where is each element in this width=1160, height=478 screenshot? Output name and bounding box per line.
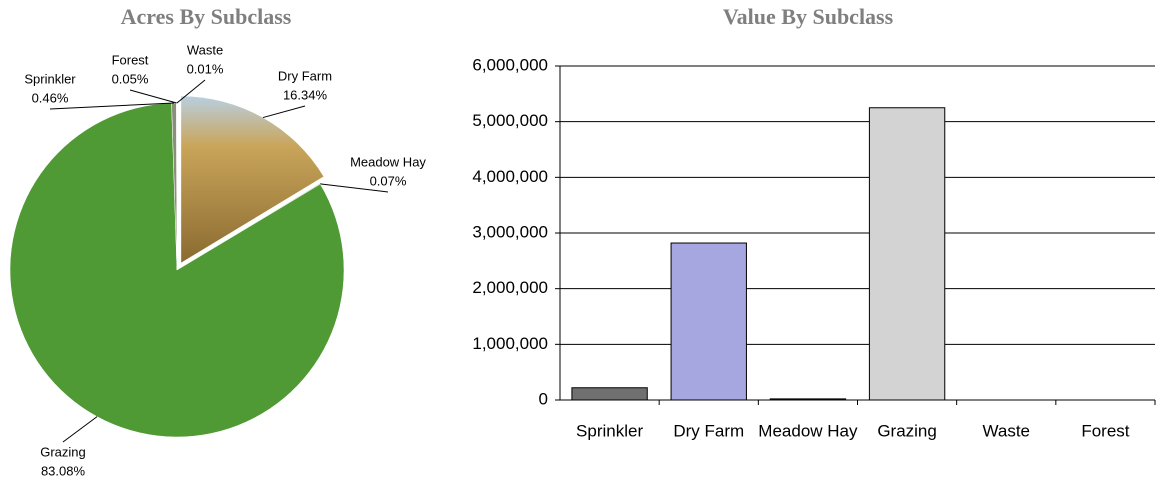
bar xyxy=(670,242,747,401)
slice-value-label: 83.08% xyxy=(41,463,86,478)
slice-label: Dry Farm xyxy=(278,68,332,83)
slice-label: Meadow Hay xyxy=(350,154,426,169)
y-tick-label: 4,000,000 xyxy=(472,167,548,186)
leader-line xyxy=(129,89,177,104)
slice-value-label: 0.05% xyxy=(112,71,149,86)
slice-label: Waste xyxy=(187,42,223,57)
slice-value-label: 0.01% xyxy=(187,61,224,76)
leader-line xyxy=(262,105,306,119)
slice-label: Sprinkler xyxy=(24,71,76,86)
bar xyxy=(571,387,648,401)
slice-value-label: 0.46% xyxy=(32,90,69,105)
y-tick-label: 5,000,000 xyxy=(472,111,548,130)
leader-line xyxy=(62,416,98,443)
x-tick-label: Waste xyxy=(982,421,1030,440)
leader-line xyxy=(49,102,174,110)
leader-line xyxy=(176,79,206,104)
pie-title: Acres By Subclass xyxy=(121,4,292,29)
bar xyxy=(868,107,946,401)
slice-label: Forest xyxy=(112,52,149,67)
x-tick-label: Forest xyxy=(1081,421,1129,440)
x-tick-label: Sprinkler xyxy=(576,421,643,440)
y-tick-label: 0 xyxy=(539,389,548,408)
x-tick-label: Grazing xyxy=(877,421,937,440)
slice-value-label: 16.34% xyxy=(283,87,328,102)
y-tick-label: 3,000,000 xyxy=(472,222,548,241)
pie-slice xyxy=(9,102,345,438)
slice-label: Grazing xyxy=(40,444,86,459)
y-tick-label: 6,000,000 xyxy=(472,55,548,74)
bar-title: Value By Subclass xyxy=(723,4,894,29)
slice-value-label: 0.07% xyxy=(370,173,407,188)
leader-line xyxy=(320,183,389,193)
x-tick-label: Dry Farm xyxy=(673,421,744,440)
y-tick-label: 1,000,000 xyxy=(472,334,548,353)
y-tick-label: 2,000,000 xyxy=(472,278,548,297)
bar xyxy=(769,398,847,401)
x-tick-label: Meadow Hay xyxy=(758,421,858,440)
